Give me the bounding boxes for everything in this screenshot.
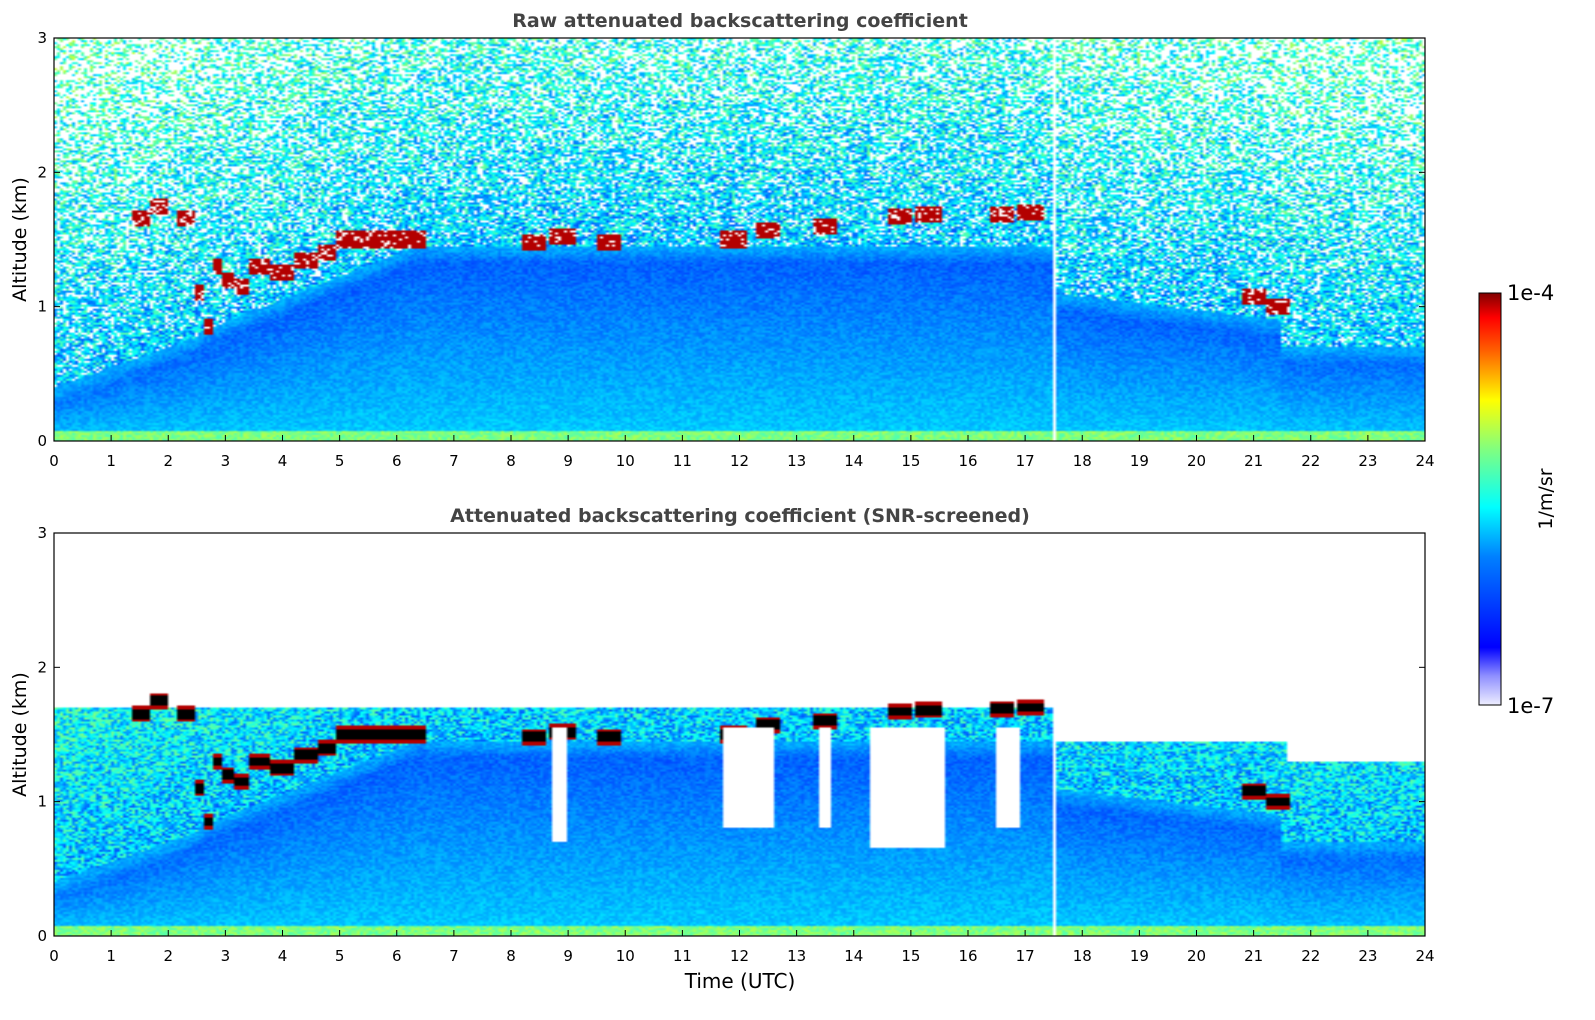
screened-y-axis-label: Altitude (km) (9, 672, 31, 797)
raw-plot-area (54, 38, 1425, 441)
raw-y-tick-label: 0 (37, 432, 47, 450)
screened-y-tick-label: 0 (37, 927, 47, 945)
raw-x-tick-label: 2 (163, 452, 173, 470)
raw-x-tick-label: 22 (1301, 452, 1320, 470)
raw-panel-title: Raw attenuated backscattering coefficien… (512, 10, 968, 32)
raw-y-axis-label: Altitude (km) (9, 177, 31, 302)
screened-x-tick-label: 0 (49, 947, 59, 965)
raw-y-tick-label: 1 (37, 298, 47, 316)
screened-x-tick-label: 11 (673, 947, 692, 965)
screened-x-tick-label: 12 (730, 947, 749, 965)
screened-x-tick-label: 6 (392, 947, 402, 965)
raw-x-tick-label: 5 (335, 452, 345, 470)
screened-x-tick-label: 21 (1244, 947, 1263, 965)
screened-x-tick-label: 17 (1016, 947, 1035, 965)
raw-backscatter-heatmap (54, 38, 1425, 441)
raw-panel: Raw attenuated backscattering coefficien… (9, 10, 1435, 470)
screened-panel: Attenuated backscattering coefficient (S… (9, 505, 1435, 993)
screened-x-tick-label: 13 (787, 947, 806, 965)
raw-x-tick-label: 3 (221, 452, 231, 470)
screened-x-tick-label: 5 (335, 947, 345, 965)
screened-x-tick-label: 1 (106, 947, 116, 965)
raw-x-tick-label: 14 (844, 452, 863, 470)
raw-x-tick-label: 4 (278, 452, 288, 470)
screened-y-tick-label: 3 (37, 524, 47, 542)
screened-x-tick-label: 15 (901, 947, 920, 965)
colorbar-units-label: 1/m/sr (1535, 468, 1557, 529)
screened-y-tick-label: 2 (37, 658, 47, 676)
screened-x-tick-label: 10 (616, 947, 635, 965)
raw-x-tick-label: 19 (1130, 452, 1149, 470)
screened-x-tick-label: 18 (1073, 947, 1092, 965)
raw-x-tick-label: 17 (1016, 452, 1035, 470)
raw-x-tick-label: 0 (49, 452, 59, 470)
raw-x-tick-label: 20 (1187, 452, 1206, 470)
raw-x-tick-label: 12 (730, 452, 749, 470)
screened-x-tick-label: 3 (221, 947, 231, 965)
screened-x-axis: 0 1 2 3 4 5 6 7 8 9 10 11 12 13 14 15 16 17 18 19 20 21 22 23 24 (49, 930, 1435, 965)
raw-x-tick-label: 11 (673, 452, 692, 470)
raw-x-tick-label: 21 (1244, 452, 1263, 470)
screened-backscatter-heatmap (54, 533, 1425, 936)
screened-x-tick-label: 19 (1130, 947, 1149, 965)
screened-x-tick-label: 23 (1358, 947, 1377, 965)
raw-x-axis: 0 1 2 3 4 5 6 7 8 9 10 11 12 13 14 15 16 17 18 19 20 21 22 23 24 (49, 435, 1435, 470)
raw-x-tick-label: 23 (1358, 452, 1377, 470)
screened-x-tick-label: 14 (844, 947, 863, 965)
screened-x-tick-label: 20 (1187, 947, 1206, 965)
raw-x-tick-label: 24 (1415, 452, 1434, 470)
colorbar: 1e-4 1e-7 1/m/sr (1478, 281, 1557, 718)
screened-x-tick-label: 4 (278, 947, 288, 965)
screened-y-tick-label: 1 (37, 793, 47, 811)
screened-x-tick-label: 9 (563, 947, 573, 965)
raw-y-tick-label: 2 (37, 163, 47, 181)
screened-x-tick-label: 2 (163, 947, 173, 965)
raw-y-axis: 0 1 2 3 (37, 29, 1425, 450)
screened-x-tick-label: 8 (506, 947, 516, 965)
raw-x-tick-label: 10 (616, 452, 635, 470)
screened-x-tick-label: 7 (449, 947, 459, 965)
time-axis-label: Time (UTC) (684, 969, 796, 993)
raw-x-tick-label: 6 (392, 452, 402, 470)
screened-x-tick-label: 22 (1301, 947, 1320, 965)
screened-x-tick-label: 24 (1415, 947, 1434, 965)
raw-x-tick-label: 9 (563, 452, 573, 470)
colorbar-min-label: 1e-7 (1507, 694, 1554, 718)
screened-plot-area (54, 533, 1425, 936)
raw-x-tick-label: 13 (787, 452, 806, 470)
screened-panel-title: Attenuated backscattering coefficient (S… (450, 505, 1030, 527)
raw-y-tick-label: 3 (37, 29, 47, 47)
screened-y-axis: 0 1 2 3 (37, 524, 1425, 945)
screened-x-tick-label: 16 (958, 947, 977, 965)
raw-x-tick-label: 1 (106, 452, 116, 470)
colorbar-gradient (1478, 292, 1502, 706)
raw-x-tick-label: 16 (958, 452, 977, 470)
raw-x-tick-label: 7 (449, 452, 459, 470)
colorbar-max-label: 1e-4 (1507, 281, 1554, 305)
raw-x-tick-label: 18 (1073, 452, 1092, 470)
raw-x-tick-label: 8 (506, 452, 516, 470)
raw-x-tick-label: 15 (901, 452, 920, 470)
